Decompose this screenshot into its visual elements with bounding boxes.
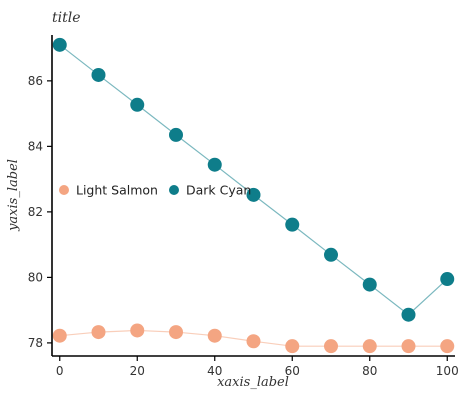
data-point bbox=[130, 323, 145, 338]
legend-label: Dark Cyan bbox=[186, 183, 251, 198]
y-tick-label: 84 bbox=[28, 139, 43, 153]
data-point bbox=[285, 339, 300, 354]
data-point bbox=[440, 272, 455, 287]
legend-marker bbox=[59, 185, 69, 195]
data-point bbox=[401, 339, 416, 354]
y-tick-label: 82 bbox=[28, 205, 43, 219]
series-layer bbox=[52, 37, 455, 354]
series-light-salmon bbox=[52, 323, 455, 354]
data-point bbox=[91, 67, 106, 82]
data-point bbox=[207, 157, 222, 172]
y-axis-label: yaxis_label bbox=[6, 159, 21, 232]
y-tick-label: 80 bbox=[28, 270, 43, 284]
y-tick-label: 86 bbox=[28, 74, 43, 88]
series-line bbox=[59, 44, 448, 316]
legend: Light Salmon Dark Cyan bbox=[59, 183, 251, 198]
data-point bbox=[362, 339, 377, 354]
x-tick-label: 80 bbox=[362, 364, 377, 378]
chart-title: title bbox=[52, 10, 81, 26]
data-point bbox=[52, 328, 67, 343]
data-point bbox=[91, 325, 106, 340]
data-point bbox=[169, 127, 183, 142]
x-tick-label: 100 bbox=[436, 364, 459, 378]
data-point bbox=[52, 37, 67, 52]
data-point bbox=[324, 339, 338, 354]
x-axis-label: xaxis_label bbox=[217, 375, 289, 390]
legend-label: Light Salmon bbox=[76, 183, 158, 198]
data-point bbox=[246, 187, 261, 202]
series-dark-cyan bbox=[52, 37, 455, 322]
data-point bbox=[207, 328, 222, 343]
x-tick-label: 60 bbox=[285, 364, 300, 378]
x-tick-label: 20 bbox=[130, 364, 145, 378]
axes: 78 80 82 84 86 0 20 40 60 80 100 bbox=[28, 35, 459, 378]
data-point bbox=[285, 217, 300, 232]
x-tick-label: 0 bbox=[56, 364, 64, 378]
data-point bbox=[169, 325, 183, 340]
data-point bbox=[130, 97, 145, 112]
legend-marker bbox=[169, 185, 179, 195]
x-tick-label: 40 bbox=[207, 364, 222, 378]
data-point bbox=[362, 277, 377, 292]
data-point bbox=[440, 339, 455, 354]
data-point bbox=[324, 247, 338, 262]
data-point bbox=[246, 334, 261, 349]
y-tick-label: 78 bbox=[28, 336, 43, 350]
data-point bbox=[401, 307, 416, 322]
